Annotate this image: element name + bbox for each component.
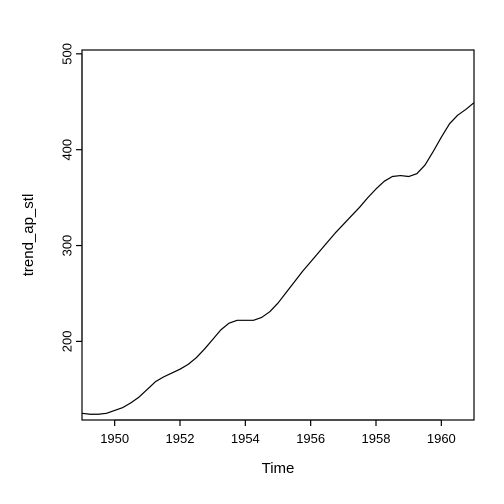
y-tick-label: 400	[59, 139, 74, 161]
trend-line-chart: 1950 1952 1954 1956 1958 1960 200 300 400 500 Time…	[0, 0, 504, 504]
x-tick-label: 1950	[100, 431, 129, 446]
x-tick-label: 1958	[362, 431, 391, 446]
x-tick-label: 1956	[296, 431, 325, 446]
x-tick-label: 1952	[166, 431, 195, 446]
chart-background	[0, 0, 504, 504]
y-tick-label: 200	[59, 331, 74, 353]
x-tick-label: 1954	[231, 431, 260, 446]
y-tick-label: 300	[59, 235, 74, 257]
y-tick-label: 500	[59, 43, 74, 65]
y-axis-label: trend_ap_stl	[20, 194, 37, 277]
x-tick-label: 1960	[427, 431, 456, 446]
x-axis-label: Time	[262, 460, 295, 477]
